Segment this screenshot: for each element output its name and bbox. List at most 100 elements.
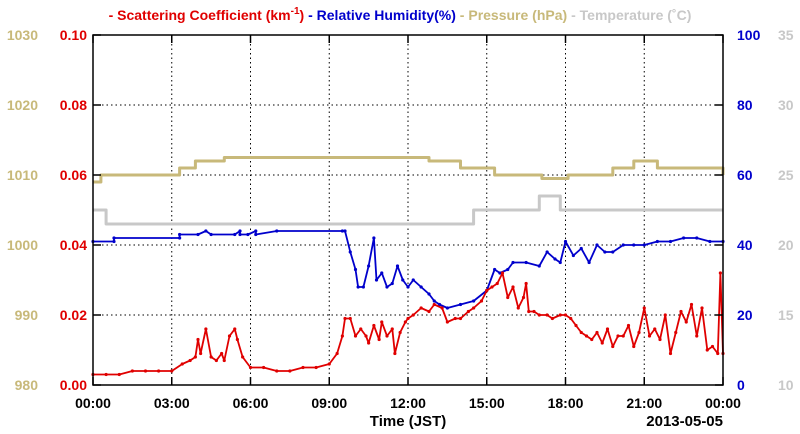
- data-point-scattering: [705, 348, 709, 352]
- data-point-scattering: [579, 330, 583, 335]
- data-point-scattering: [377, 337, 381, 342]
- data-point-scattering: [204, 327, 208, 331]
- data-point-scattering: [558, 313, 562, 317]
- data-point-humidity: [419, 285, 423, 289]
- data-point-scattering: [453, 316, 457, 321]
- data-point-humidity: [603, 250, 607, 254]
- data-point-scattering: [209, 355, 213, 359]
- data-point-scattering: [220, 351, 224, 356]
- data-point-scattering: [340, 334, 344, 338]
- scattering-tick-label: 0.00: [60, 377, 87, 393]
- data-point-humidity: [445, 306, 449, 310]
- x-tick-label: 15:00: [469, 395, 505, 411]
- data-point-scattering: [222, 358, 226, 363]
- data-point-humidity: [233, 232, 237, 237]
- data-point-humidity: [238, 232, 242, 237]
- data-point-humidity: [632, 243, 636, 247]
- data-point-scattering: [170, 369, 174, 373]
- legend-item-tail: ): [300, 7, 305, 23]
- data-point-scattering: [584, 334, 589, 338]
- data-point-scattering: [419, 306, 423, 310]
- data-point-humidity: [668, 239, 673, 244]
- data-point-scattering: [506, 295, 510, 300]
- x-tick-label: 06:00: [233, 395, 269, 411]
- data-point-humidity: [545, 250, 549, 254]
- data-point-scattering: [380, 320, 384, 324]
- data-point-scattering: [367, 341, 371, 345]
- data-point-scattering: [684, 320, 688, 324]
- data-point-scattering: [406, 316, 410, 321]
- data-point-scattering: [695, 334, 699, 338]
- data-point-humidity: [579, 246, 583, 251]
- temperature-tick-label: 15: [778, 307, 794, 323]
- data-point-humidity: [587, 260, 591, 265]
- data-point-scattering: [117, 372, 121, 377]
- data-point-scattering: [616, 334, 620, 338]
- data-point-humidity: [385, 285, 389, 289]
- data-point-scattering: [545, 313, 549, 317]
- data-point-scattering: [485, 288, 489, 293]
- data-point-scattering: [445, 320, 449, 324]
- legend-item-label: Pressure (hPa): [468, 7, 567, 23]
- data-point-humidity: [254, 232, 258, 237]
- data-point-scattering: [393, 351, 397, 356]
- data-point-humidity: [343, 229, 347, 233]
- data-point-scattering: [569, 316, 573, 321]
- data-point-humidity: [611, 250, 615, 254]
- data-point-humidity: [511, 260, 515, 265]
- humidity-tick-label: 100: [737, 27, 761, 43]
- temperature-tick-label: 20: [778, 237, 794, 253]
- data-point-scattering: [472, 306, 476, 310]
- data-point-scattering: [458, 316, 463, 321]
- x-tick-label: 00:00: [705, 395, 741, 411]
- data-point-humidity: [563, 239, 568, 244]
- legend-text: - Scattering Coefficient (km-1) - Relati…: [109, 6, 692, 23]
- data-point-scattering: [658, 337, 662, 342]
- data-point-scattering: [689, 302, 694, 307]
- data-point-scattering: [516, 306, 520, 310]
- x-tick-label: 12:00: [390, 395, 426, 411]
- scattering-tick-label: 0.06: [60, 167, 87, 183]
- series-line-pressure: [93, 156, 725, 184]
- data-point-humidity: [708, 239, 712, 244]
- data-point-scattering: [104, 372, 108, 377]
- data-point-scattering: [372, 323, 376, 328]
- data-point-humidity: [558, 260, 562, 265]
- chart-grid: [93, 35, 723, 385]
- data-point-scattering: [196, 337, 200, 342]
- series-line-humidity: [93, 230, 723, 309]
- data-point-humidity: [493, 267, 497, 272]
- data-point-scattering: [275, 369, 279, 373]
- data-point-humidity: [372, 236, 376, 240]
- data-point-scattering: [621, 334, 625, 338]
- data-point-humidity: [374, 278, 379, 282]
- data-point-humidity: [458, 302, 463, 307]
- data-point-scattering: [674, 330, 678, 335]
- data-point-scattering: [710, 344, 715, 349]
- legend-item-label: Scattering Coefficient (km: [117, 7, 290, 23]
- data-point-humidity: [254, 229, 258, 233]
- data-point-humidity: [196, 232, 200, 237]
- data-point-scattering: [663, 313, 667, 317]
- data-point-humidity: [178, 232, 182, 237]
- data-point-humidity: [348, 250, 352, 254]
- data-point-scattering: [574, 323, 578, 328]
- data-point-scattering: [233, 327, 237, 331]
- data-point-scattering: [143, 369, 148, 373]
- data-point-humidity: [367, 264, 371, 268]
- data-point-scattering: [524, 281, 528, 286]
- data-point-humidity: [209, 232, 213, 237]
- legend-superscript: -1: [291, 6, 300, 17]
- data-point-humidity: [695, 236, 699, 240]
- data-point-scattering: [653, 327, 657, 331]
- data-point-scattering: [563, 313, 568, 317]
- pressure-tick-label: 1020: [7, 97, 38, 113]
- chart-series: [91, 156, 725, 377]
- humidity-tick-label: 80: [737, 97, 753, 113]
- data-point-scattering: [537, 313, 541, 317]
- data-point-scattering: [716, 351, 720, 356]
- data-point-scattering: [511, 285, 515, 289]
- data-point-scattering: [605, 327, 610, 331]
- data-point-scattering: [466, 309, 470, 314]
- date-label: 2013-05-05: [646, 413, 723, 430]
